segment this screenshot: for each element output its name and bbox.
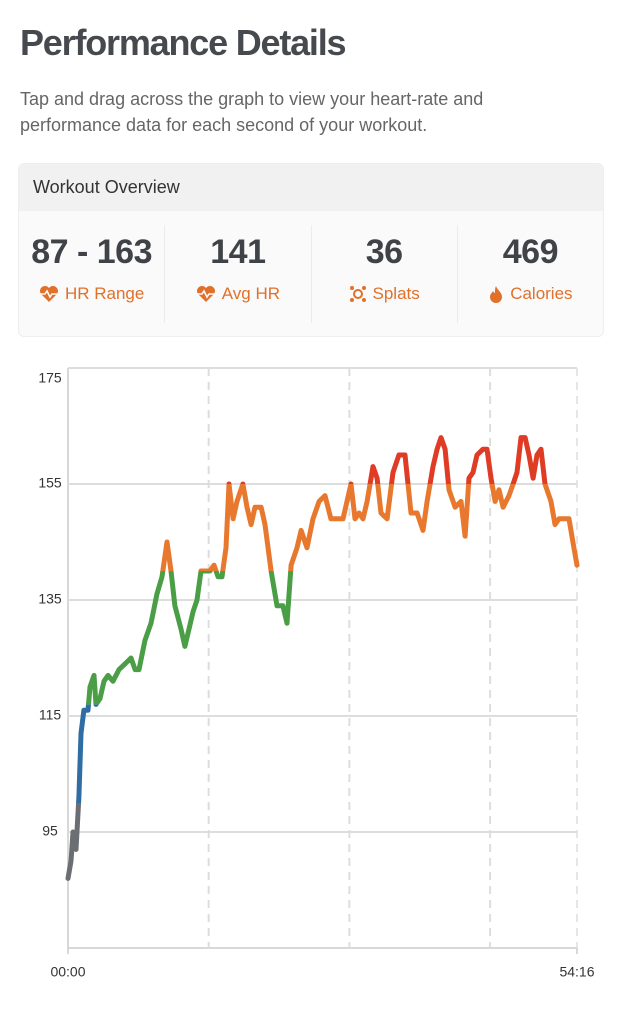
y-tick-label: 95 [42, 823, 58, 839]
x-tick-label: 00:00 [50, 964, 85, 980]
stat-label-row: Calories [458, 284, 603, 304]
page-title: Performance Details [20, 22, 347, 63]
heart-pulse-icon [39, 286, 58, 302]
heart-icon [196, 286, 215, 302]
stat: 469 Calories [458, 225, 603, 323]
stat-value: 87 - 163 [31, 233, 152, 271]
y-tick-label: 135 [38, 591, 62, 607]
card-header: Workout Overview [19, 164, 603, 211]
splat-icon [349, 286, 366, 302]
page-subtitle: Tap and drag across the graph to view yo… [20, 89, 484, 135]
y-tick-label: 115 [39, 707, 62, 723]
y-tick-label: 155 [38, 475, 62, 491]
stat-value: 36 [365, 233, 403, 271]
y-tick-label: 175 [38, 370, 62, 386]
stat-label: Avg HR [221, 284, 280, 303]
stats-row: 87 - 163 HR Range 141 Avg HR 36 Splats 4… [19, 211, 603, 336]
stat-label-row: HR Range [19, 284, 164, 304]
x-tick-label: 54:16 [559, 964, 594, 980]
stat-label-row: Splats [312, 284, 457, 304]
stat-label: Splats [372, 284, 420, 303]
stat-value: 141 [210, 233, 266, 271]
stat: 87 - 163 HR Range [19, 225, 166, 323]
hr-line [160, 484, 580, 571]
stat-label: Calories [510, 284, 573, 303]
flame-icon [490, 286, 503, 303]
overview-card: Workout Overview 87 - 163 HR Range 141 A… [18, 163, 604, 337]
chart: 95 115 135 155 175 00:00 54:16 [38, 367, 595, 980]
hr-line [85, 571, 294, 705]
stat-label-row: Avg HR [165, 284, 310, 304]
stat: 36 Splats [312, 225, 458, 323]
stat-value: 469 [502, 233, 559, 271]
stat-label: HR Range [64, 284, 145, 303]
stat: 141 Avg HR [165, 225, 312, 323]
